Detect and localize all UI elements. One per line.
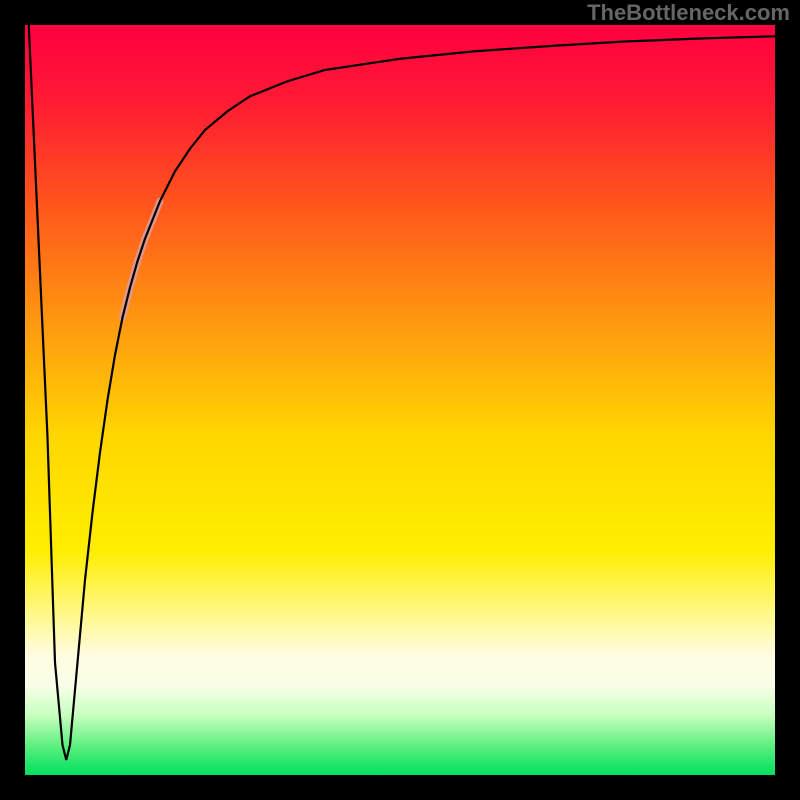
watermark-text: TheBottleneck.com <box>587 0 790 26</box>
gradient-background <box>25 25 775 775</box>
chart-svg <box>25 25 775 775</box>
plot-area <box>25 25 775 775</box>
